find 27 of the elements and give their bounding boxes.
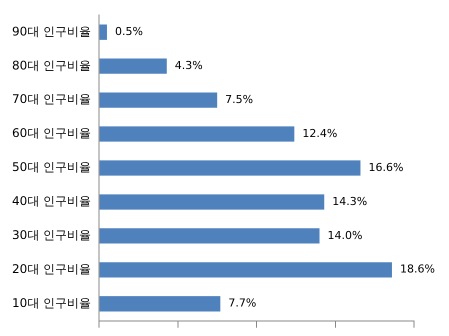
bar	[100, 92, 218, 108]
data-label: 7.5%	[225, 92, 254, 106]
data-label: 14.0%	[328, 228, 362, 242]
y-tick-label: 90대 인구비율	[12, 24, 92, 38]
bar	[100, 58, 167, 74]
bar	[100, 160, 360, 176]
data-label: 12.4%	[302, 126, 338, 140]
y-tick-label: 30대 인구비율	[12, 228, 92, 242]
bar	[100, 194, 324, 210]
y-tick-label: 80대 인구비율	[12, 58, 92, 72]
y-tick-label: 60대 인구비율	[12, 126, 92, 140]
bar	[100, 228, 320, 244]
y-tick-label: 20대 인구비율	[12, 262, 92, 276]
data-label: 7.7%	[228, 296, 256, 310]
y-tick-label: 50대 인구비율	[12, 160, 92, 174]
data-label: 14.3%	[332, 194, 368, 208]
y-tick-label: 10대 인구비율	[12, 296, 92, 310]
bar	[100, 262, 392, 278]
y-tick-label: 70대 인구비율	[12, 92, 92, 106]
data-label: 18.6%	[400, 262, 435, 276]
bar	[100, 24, 107, 40]
data-label: 4.3%	[174, 58, 203, 72]
bar	[100, 296, 220, 312]
data-label: 0.5%	[114, 25, 143, 38]
bar	[100, 126, 294, 142]
data-label: 16.6%	[368, 160, 404, 174]
y-tick-label: 40대 인구비율	[12, 194, 92, 208]
